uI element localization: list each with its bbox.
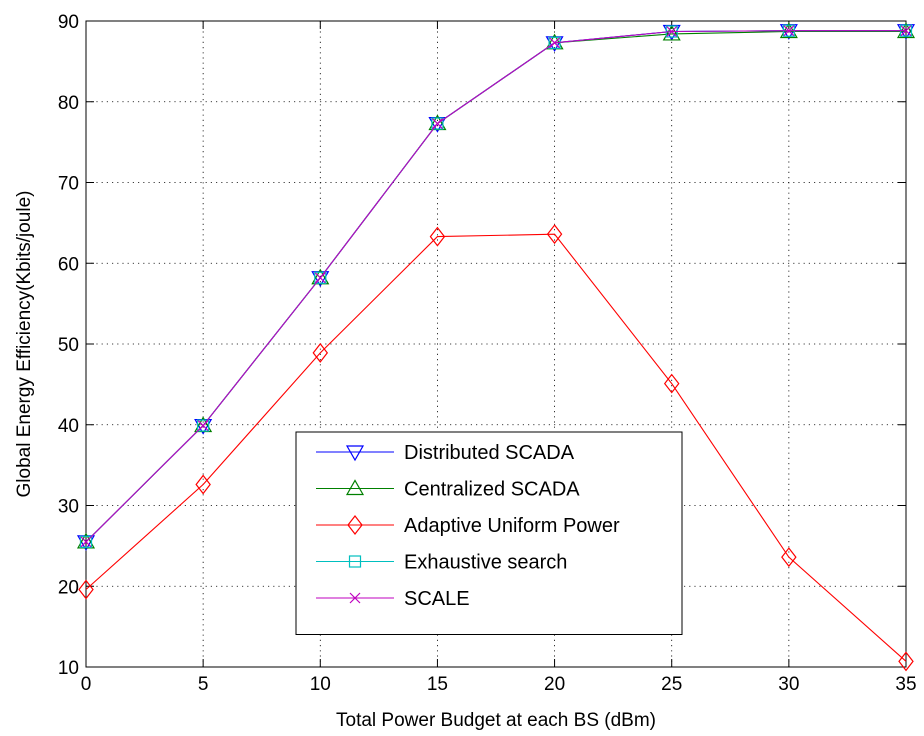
legend-marker bbox=[349, 592, 361, 604]
series-line bbox=[85, 30, 906, 543]
data-point bbox=[783, 25, 795, 37]
data-point bbox=[314, 272, 326, 284]
y-tick-label: 30 bbox=[58, 497, 79, 518]
legend-label: Exhaustive search bbox=[404, 552, 567, 574]
series-scale bbox=[80, 25, 912, 548]
data-point bbox=[662, 24, 681, 41]
y-tick-label: 70 bbox=[58, 174, 79, 195]
legend-item: Adaptive Uniform Power bbox=[316, 515, 620, 537]
y-tick-label: 50 bbox=[58, 335, 79, 356]
data-point bbox=[312, 342, 329, 363]
x-axis-label: Total Power Budget at each BS (dBm) bbox=[336, 710, 656, 731]
legend-marker bbox=[347, 515, 363, 535]
axes bbox=[85, 20, 907, 668]
data-point bbox=[429, 226, 446, 247]
data-point bbox=[431, 117, 444, 130]
legend-label: Centralized SCADA bbox=[404, 479, 580, 501]
legend-marker bbox=[345, 445, 365, 462]
tick-labels: 0 5 10 15 20 25 30 35 10 20 30 40 50 60 70 80 90 bbox=[58, 12, 917, 695]
legend-label: Distributed SCADA bbox=[404, 442, 575, 464]
y-tick-label: 20 bbox=[58, 577, 79, 598]
x-tick-label: 20 bbox=[544, 674, 565, 695]
y-tick-label: 40 bbox=[58, 416, 79, 437]
legend-label: SCALE bbox=[404, 588, 470, 610]
data-point bbox=[549, 37, 560, 49]
series-line bbox=[85, 233, 907, 662]
data-point bbox=[900, 25, 912, 37]
data-point bbox=[314, 271, 327, 284]
y-axis-label: Global Energy Efficiency(Kbits/joule) bbox=[14, 191, 35, 498]
x-tick-label: 25 bbox=[661, 674, 682, 695]
series-adaptive-uniform-power bbox=[78, 224, 914, 672]
x-tick-label: 30 bbox=[778, 674, 799, 695]
legend: Distributed SCADA Centralized SCADA Adapti… bbox=[295, 431, 683, 635]
y-tick-label: 60 bbox=[58, 254, 79, 275]
legend-item: SCALE bbox=[316, 588, 470, 610]
y-tick-label: 90 bbox=[58, 12, 79, 33]
y-tick-label: 10 bbox=[58, 658, 79, 679]
legend-item: Distributed SCADA bbox=[316, 442, 575, 464]
data-point bbox=[663, 373, 680, 394]
data-point bbox=[78, 579, 94, 600]
x-tick-label: 35 bbox=[895, 674, 916, 695]
legend-item: Exhaustive search bbox=[316, 552, 567, 574]
data-point bbox=[546, 224, 563, 245]
legend-label: Adaptive Uniform Power bbox=[404, 515, 620, 537]
data-point bbox=[79, 535, 93, 548]
data-point bbox=[432, 118, 443, 129]
legend-marker bbox=[348, 555, 362, 568]
legend-item: Centralized SCADA bbox=[316, 479, 580, 501]
x-tick-label: 15 bbox=[427, 674, 448, 695]
series-lines bbox=[76, 22, 916, 672]
data-point bbox=[898, 651, 914, 672]
legend-marker bbox=[345, 479, 365, 496]
data-point bbox=[195, 474, 211, 495]
data-point bbox=[666, 26, 678, 37]
data-point bbox=[197, 419, 210, 432]
data-point bbox=[781, 547, 797, 568]
data-point bbox=[197, 420, 209, 431]
legend-box bbox=[295, 431, 683, 635]
x-tick-label: 10 bbox=[310, 674, 331, 695]
x-tick-label: 5 bbox=[198, 674, 209, 695]
y-tick-label: 80 bbox=[58, 93, 79, 114]
data-point bbox=[80, 536, 92, 548]
x-tick-label: 0 bbox=[81, 674, 92, 695]
